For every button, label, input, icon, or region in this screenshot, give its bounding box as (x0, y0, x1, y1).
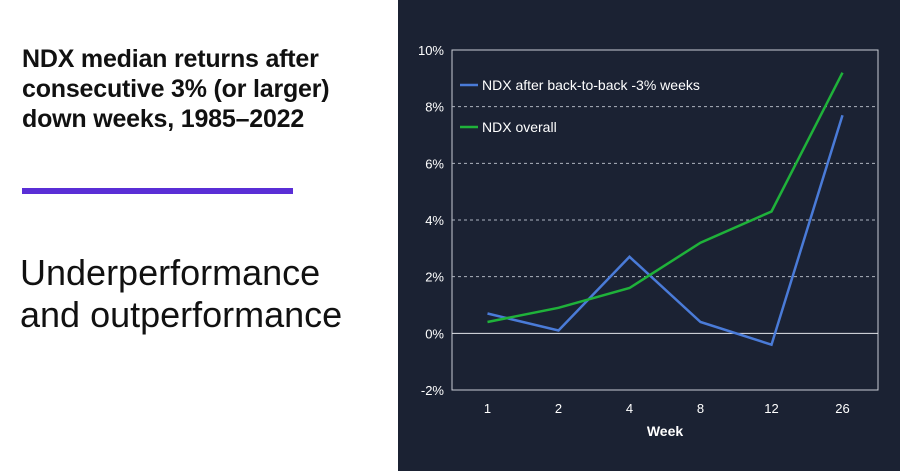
x-tick-label: 8 (697, 401, 704, 416)
chart-subhead: Underperformance and outperformance (20, 252, 343, 335)
y-tick-label: 0% (425, 326, 444, 341)
legend-label: NDX after back-to-back -3% weeks (482, 77, 700, 93)
series-line-back-to-back (487, 114, 844, 347)
x-tick-label: 26 (835, 401, 849, 416)
y-tick-label: 8% (425, 100, 444, 115)
chart-panel: -2% 0% 2% 4% 6% 8% 10% 1 2 4 8 12 26 Week NDX after ba… (398, 0, 900, 471)
y-tick-label: 4% (425, 213, 444, 228)
y-tick-label: 2% (425, 270, 444, 285)
x-tick-label: 2 (555, 401, 562, 416)
series-line-overall (487, 72, 844, 324)
y-tick-label: -2% (421, 383, 445, 398)
legend-label: NDX overall (482, 119, 557, 135)
x-tick-label: 4 (626, 401, 633, 416)
x-tick-label: 12 (764, 401, 778, 416)
x-axis-title: Week (647, 423, 684, 439)
headline-underline (22, 188, 293, 194)
title-panel: NDX median returns after consecutive 3% … (0, 0, 398, 471)
chart-headline: NDX median returns after consecutive 3% … (22, 45, 330, 133)
y-tick-label: 6% (425, 156, 444, 171)
x-tick-label: 1 (484, 401, 491, 416)
y-tick-label: 10% (418, 43, 444, 58)
